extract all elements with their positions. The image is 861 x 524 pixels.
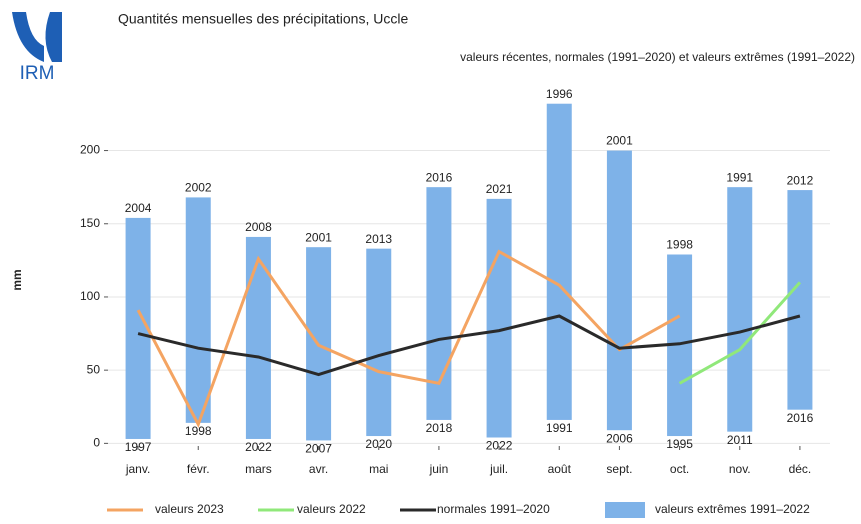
y-tick-label: 150 xyxy=(80,216,100,230)
min-year-label: 2006 xyxy=(606,431,633,445)
x-tick-label: août xyxy=(548,462,572,476)
line xyxy=(137,314,801,377)
x-tick-label: avr. xyxy=(309,462,328,476)
line xyxy=(136,249,681,429)
bar xyxy=(426,187,452,420)
y-tick-label: 0 xyxy=(93,436,100,450)
max-year-label: 2008 xyxy=(245,220,272,234)
min-year-label: 2020 xyxy=(365,437,392,451)
bar xyxy=(606,150,632,431)
min-year-label: 1995 xyxy=(666,437,693,451)
legend-label: valeurs 2022 xyxy=(297,502,366,516)
min-year-label: 1991 xyxy=(546,421,573,435)
bar xyxy=(185,197,211,423)
line xyxy=(678,281,802,385)
max-year-label: 1996 xyxy=(546,87,573,101)
x-tick-label: mars xyxy=(245,462,272,476)
max-year-label: 2002 xyxy=(185,181,212,195)
y-tick-label: 50 xyxy=(87,362,101,376)
legend-swatch xyxy=(605,502,645,518)
logo-shape xyxy=(45,12,62,62)
max-year-label: 2013 xyxy=(365,232,392,246)
max-year-label: 1998 xyxy=(666,238,693,252)
max-year-label: 2001 xyxy=(305,230,332,244)
chart-subtitle: valeurs récentes, normales (1991–2020) e… xyxy=(460,50,855,64)
bar xyxy=(245,236,271,439)
max-year-label: 2004 xyxy=(125,201,152,215)
x-tick-label: nov. xyxy=(729,462,751,476)
max-year-label: 2021 xyxy=(486,182,513,196)
bar xyxy=(787,190,813,410)
min-year-label: 2018 xyxy=(426,421,453,435)
max-year-label: 2012 xyxy=(787,173,814,187)
legend-label: normales 1991–2020 xyxy=(437,502,550,516)
y-tick-label: 100 xyxy=(80,289,100,303)
y-axis-label: mm xyxy=(10,269,24,290)
legend-label: valeurs extrêmes 1991–2022 xyxy=(655,502,810,516)
x-tick-label: juil. xyxy=(489,462,508,476)
logo-shape xyxy=(12,12,44,62)
max-year-label: 2001 xyxy=(606,134,633,148)
x-tick-label: déc. xyxy=(789,462,812,476)
bar xyxy=(486,198,512,438)
min-year-label: 2016 xyxy=(787,411,814,425)
min-year-label: 1998 xyxy=(185,424,212,438)
x-tick-label: févr. xyxy=(187,462,210,476)
legend-label: valeurs 2023 xyxy=(155,502,224,516)
logo-text: IRM xyxy=(20,63,55,84)
bar xyxy=(546,103,572,420)
x-tick-label: sept. xyxy=(606,462,632,476)
x-tick-label: juin xyxy=(429,462,449,476)
bar xyxy=(366,248,392,437)
min-year-label: 2022 xyxy=(486,439,513,453)
x-tick-label: janv. xyxy=(125,462,150,476)
bar xyxy=(727,187,753,432)
min-year-label: 2011 xyxy=(727,433,753,447)
x-tick-label: mai xyxy=(369,462,388,476)
chart-title: Quantités mensuelles des précipitations,… xyxy=(118,11,408,27)
logo: IRM xyxy=(12,12,62,84)
x-tick-label: oct. xyxy=(670,462,689,476)
max-year-label: 2016 xyxy=(426,170,453,184)
y-tick-label: 200 xyxy=(80,143,100,157)
max-year-label: 1991 xyxy=(726,170,753,184)
